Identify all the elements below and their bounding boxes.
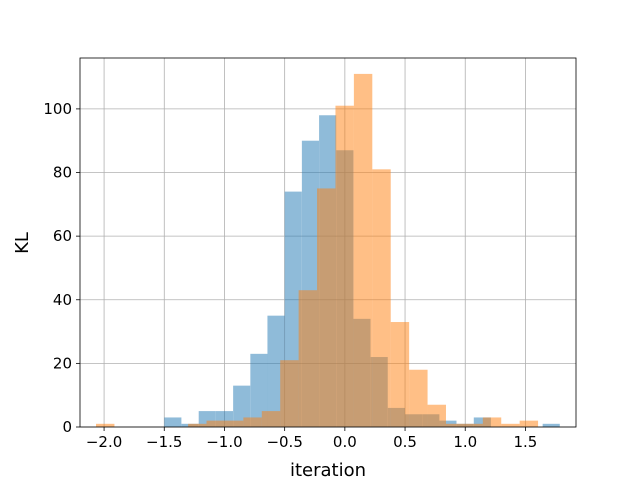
histogram-bar-series-2	[188, 423, 207, 427]
x-tick-label: 1.0	[453, 433, 477, 451]
y-tick-label: 40	[53, 291, 72, 309]
histogram-bar-series-2	[224, 420, 244, 427]
x-tick-label: −1.5	[146, 433, 182, 451]
histogram-bars	[96, 73, 560, 428]
histogram-bar-series-2	[243, 417, 262, 427]
histogram-bar-series-2	[445, 423, 465, 427]
histogram-bar-series-2	[206, 420, 225, 427]
histogram-bar-series-2	[261, 411, 281, 427]
histogram-bar-series-2	[464, 423, 483, 427]
histogram-bar-series-2	[353, 73, 373, 427]
histogram-bar-series-2	[409, 369, 428, 427]
y-axis-label: KL	[12, 232, 33, 254]
histogram-bar-series-2	[372, 169, 391, 427]
x-tick-label: −2.0	[86, 433, 122, 451]
histogram-bar-series-1	[542, 423, 560, 427]
x-tick-label: 0.0	[333, 433, 357, 451]
histogram-bar-series-2	[96, 423, 115, 427]
histogram-bar-series-2	[335, 105, 354, 427]
histogram-bar-series-1	[164, 417, 182, 427]
histogram-bar-series-1	[250, 353, 268, 427]
axis-ticks: −2.0 −1.5 −1.0 −0.5 0.0 0.5 1.0 1.5 0 20 40 60 80 100	[43, 100, 537, 451]
y-tick-label: 100	[43, 100, 72, 118]
x-axis-label: iteration	[290, 460, 366, 480]
histogram-bar-series-2	[390, 322, 410, 427]
x-tick-label: 0.5	[393, 433, 417, 451]
histogram-bar-series-2	[482, 417, 502, 427]
plot-frame	[79, 57, 577, 428]
y-tick-label: 0	[62, 418, 72, 436]
x-tick-label: −1.0	[206, 433, 242, 451]
y-tick-label: 20	[53, 354, 72, 372]
histogram-bar-series-2	[317, 188, 336, 427]
y-tick-label: 80	[53, 164, 72, 182]
histogram-bar-series-2	[280, 360, 299, 427]
histogram-bar-series-2	[519, 420, 539, 427]
y-tick-label: 60	[53, 227, 72, 245]
histogram-bar-series-2	[298, 290, 318, 427]
x-tick-label: −0.5	[266, 433, 302, 451]
histogram-bar-series-1	[233, 385, 251, 427]
x-tick-label: 1.5	[514, 433, 538, 451]
histogram-bar-series-2	[427, 404, 446, 427]
histogram-bar-series-1	[473, 417, 491, 427]
histogram-bar-series-2	[501, 423, 520, 427]
